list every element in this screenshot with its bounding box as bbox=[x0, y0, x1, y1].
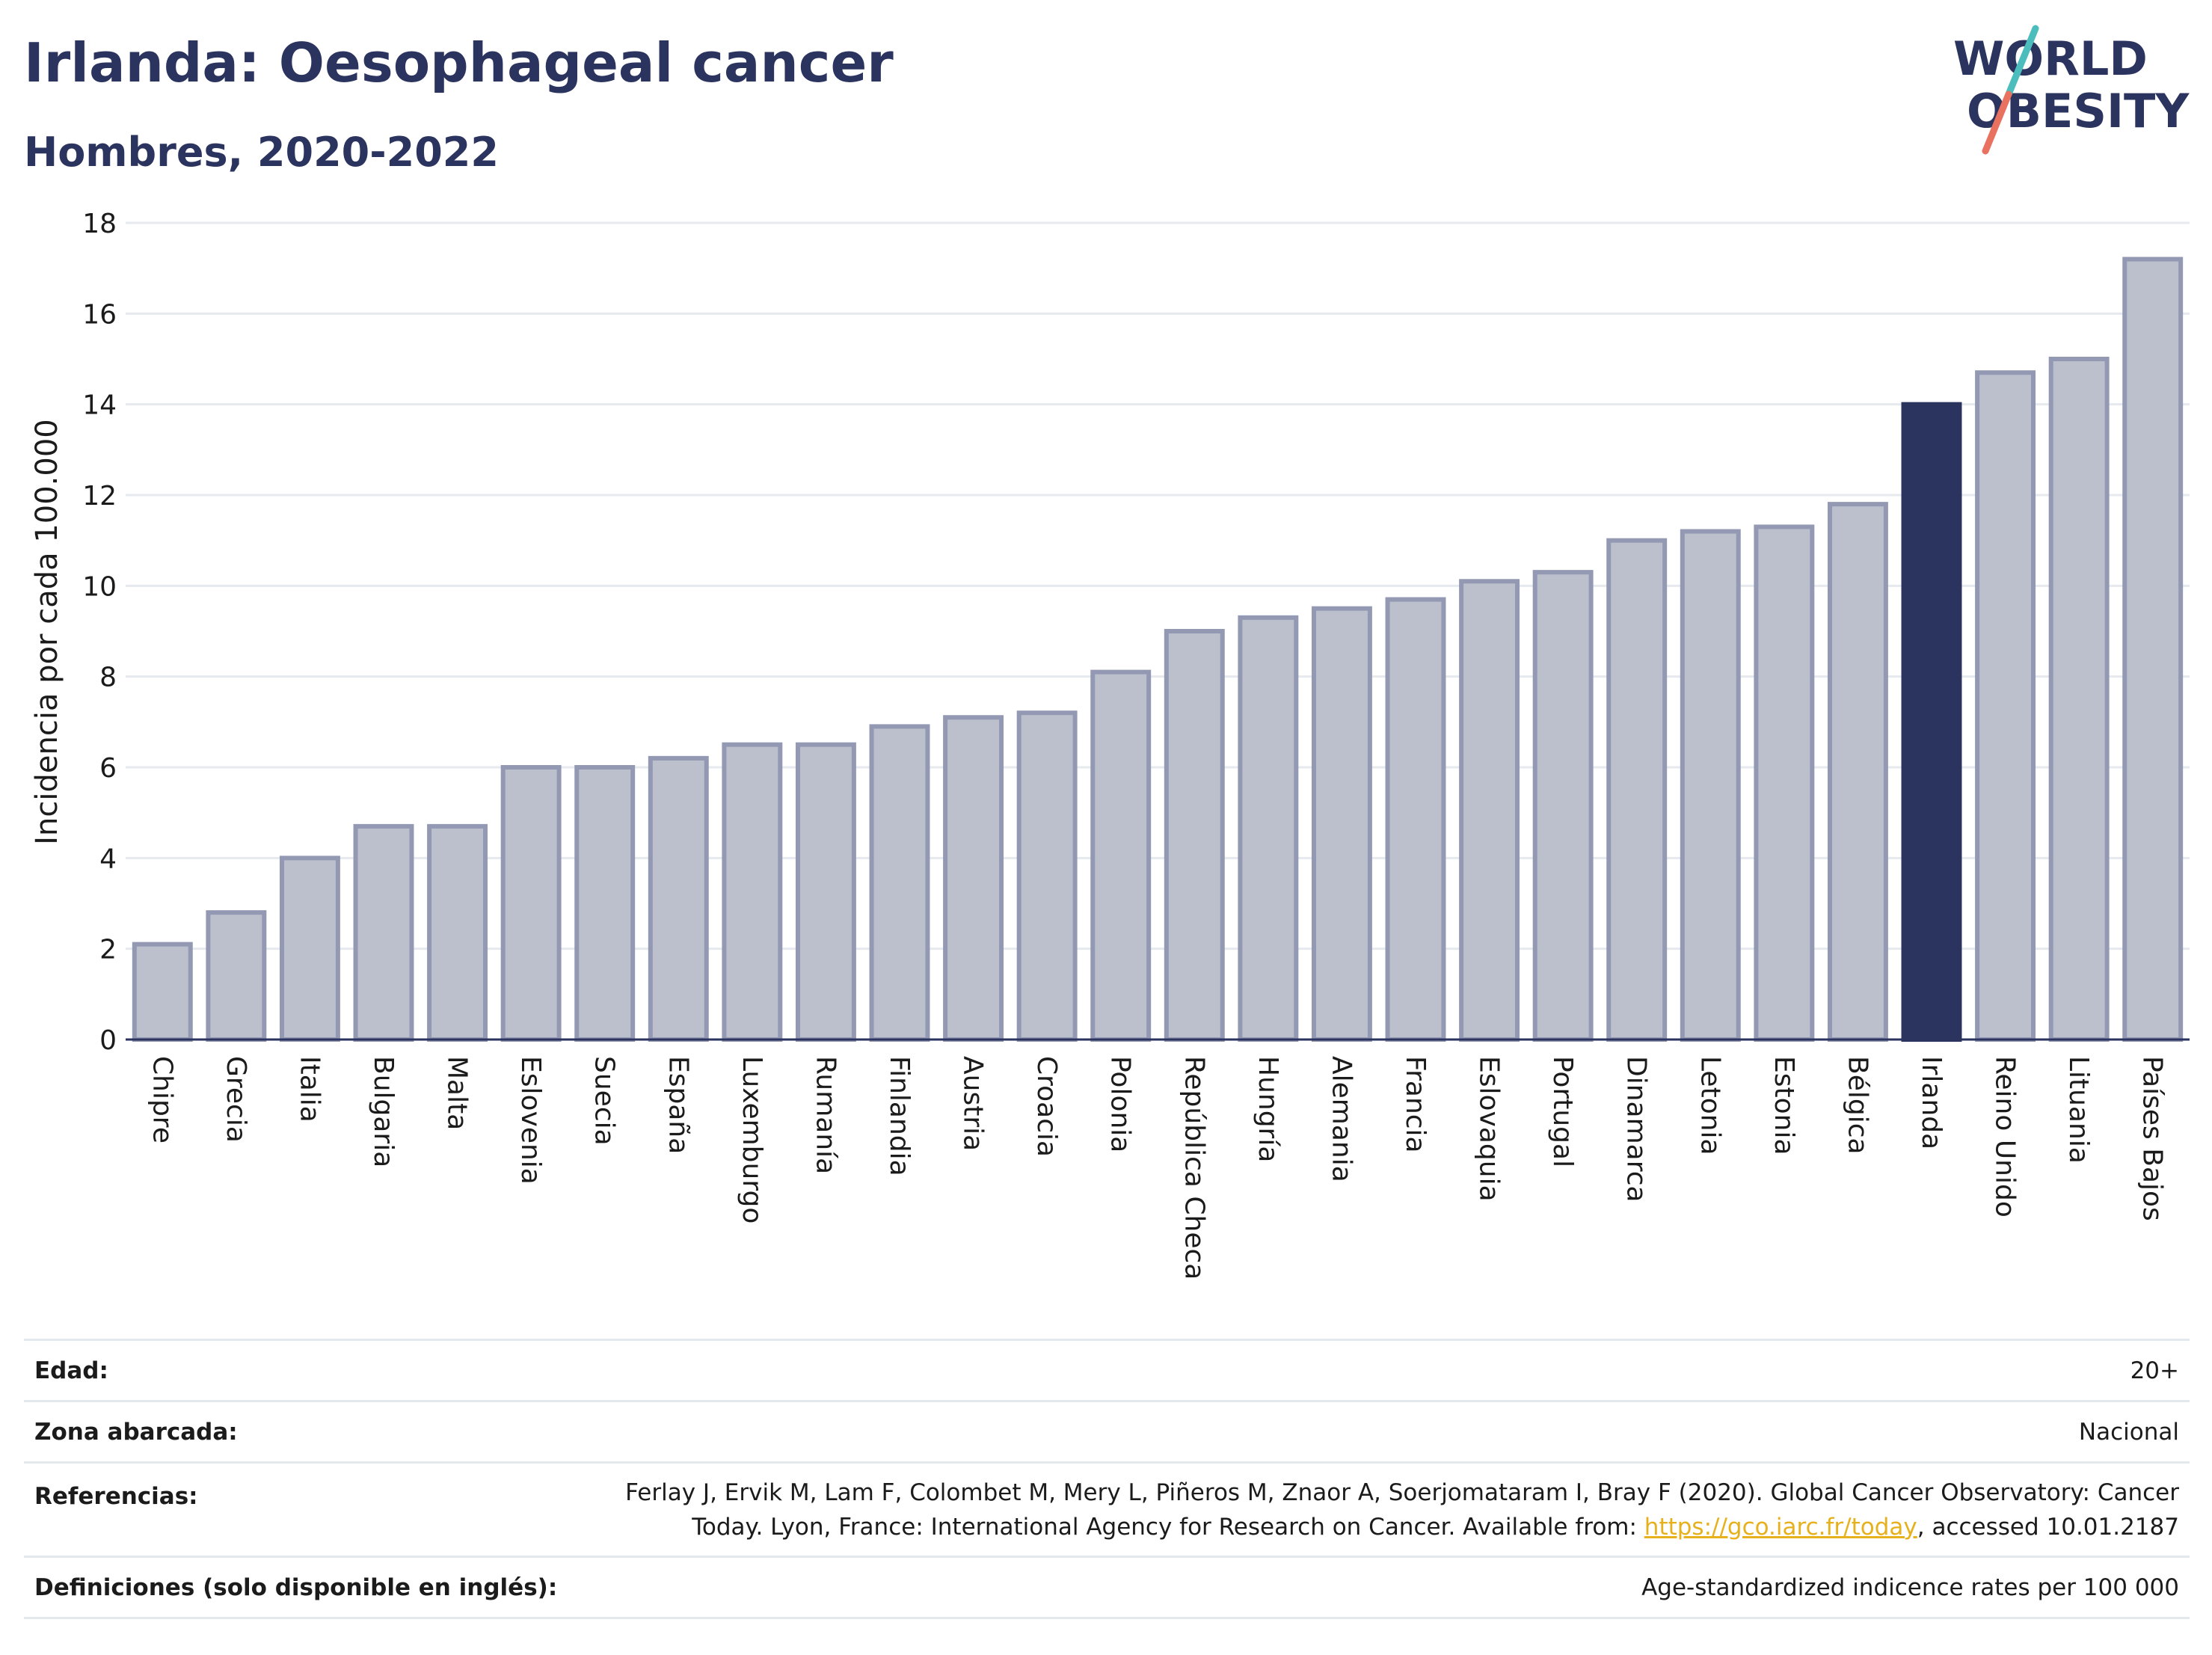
bar-malta bbox=[427, 823, 488, 1043]
x-tick-label: Malta bbox=[442, 1056, 473, 1130]
info-row-age: Edad: 20+ bbox=[24, 1339, 2190, 1401]
info-row-definitions: Definiciones (solo disponible en inglés)… bbox=[24, 1556, 2190, 1619]
x-tick-label: Suecia bbox=[589, 1056, 620, 1146]
x-tick-label: Bulgaria bbox=[368, 1056, 399, 1167]
references-label: Referencias: bbox=[24, 1461, 580, 1557]
x-tick-label: Finlandia bbox=[884, 1056, 915, 1176]
bar-república-checa bbox=[1164, 629, 1225, 1042]
bar-austria bbox=[943, 715, 1004, 1042]
y-tick-label: 2 bbox=[99, 935, 117, 965]
info-row-area: Zona abarcada: Nacional bbox=[24, 1400, 2190, 1463]
x-tick-label: Portugal bbox=[1547, 1056, 1578, 1167]
bar-chart: 0 2 4 6 8 10 12 14 16 18 Chipre Grecia Italia Bulgar… bbox=[30, 209, 2190, 1280]
bar-suecia bbox=[574, 765, 636, 1042]
area-label: Zona abarcada: bbox=[24, 1400, 580, 1463]
x-tick-label: Croacia bbox=[1031, 1056, 1062, 1157]
bar-irlanda bbox=[1901, 402, 1962, 1042]
bar-grecia bbox=[206, 910, 267, 1042]
references-link[interactable]: https://gco.iarc.fr/today bbox=[1644, 1513, 1917, 1541]
x-tick-label: Irlanda bbox=[1916, 1056, 1947, 1149]
x-tick-label: Chipre bbox=[147, 1056, 177, 1143]
logo-slash-teal bbox=[2005, 25, 2039, 98]
x-tick-label: España bbox=[663, 1056, 693, 1154]
bar-lituania bbox=[2048, 357, 2110, 1042]
bar-alemania bbox=[1311, 606, 1372, 1042]
x-tick-label: Bélgica bbox=[1842, 1056, 1872, 1155]
x-tick-label: República Checa bbox=[1179, 1056, 1209, 1280]
info-table: Edad: 20+ Zona abarcada: Nacional Refere… bbox=[24, 1339, 2190, 1619]
y-tick-label: 12 bbox=[82, 481, 117, 512]
bar-italia bbox=[279, 856, 340, 1043]
x-tick-label: Países Bajos bbox=[2137, 1056, 2168, 1221]
references-text-3: , accessed 10.01.2187 bbox=[1917, 1513, 2179, 1541]
world-obesity-logo: WORLD OBESITY bbox=[1953, 25, 2190, 155]
x-tick-label: Austria bbox=[958, 1056, 989, 1151]
references-value: Ferlay J, Ervik M, Lam F, Colombet M, Me… bbox=[580, 1461, 2190, 1557]
y-tick-label: 18 bbox=[82, 209, 117, 239]
x-tick-label: Francia bbox=[1400, 1056, 1431, 1153]
bar-portugal bbox=[1532, 570, 1594, 1042]
bar-dinamarca bbox=[1606, 538, 1668, 1042]
bar-españa bbox=[648, 755, 709, 1042]
x-tick-label: Rumanía bbox=[810, 1056, 841, 1174]
bar-luxemburgo bbox=[722, 742, 783, 1043]
bar-hungría bbox=[1238, 615, 1299, 1042]
references-text-1: Ferlay J, Ervik M, Lam F, Colombet M, Me… bbox=[625, 1479, 2179, 1506]
y-tick-label: 10 bbox=[82, 571, 117, 602]
bars bbox=[126, 257, 2190, 1043]
x-tick-label: Luxemburgo bbox=[737, 1056, 767, 1223]
bar-finlandia bbox=[869, 724, 930, 1043]
bar-bélgica bbox=[1827, 502, 1888, 1042]
y-axis-label: Incidencia por cada 100.000 bbox=[30, 419, 64, 845]
x-tick-label: Eslovenia bbox=[515, 1056, 546, 1185]
info-row-references: Referencias: Ferlay J, Ervik M, Lam F, C… bbox=[24, 1461, 2190, 1557]
x-tick-label: Italia bbox=[294, 1056, 325, 1123]
bar-croacia bbox=[1016, 710, 1078, 1042]
x-tick-labels: Chipre Grecia Italia Bulgaria Malta Eslovenia… bbox=[147, 1056, 2167, 1280]
bar-estonia bbox=[1754, 524, 1815, 1042]
x-tick-label: Hungría bbox=[1253, 1056, 1283, 1162]
x-tick-label: Lituania bbox=[2063, 1056, 2094, 1164]
y-tick-label: 0 bbox=[99, 1025, 117, 1056]
bar-eslovaquia bbox=[1459, 579, 1520, 1042]
x-tick-label: Polonia bbox=[1105, 1056, 1136, 1152]
definitions-label: Definiciones (solo disponible en inglés)… bbox=[24, 1556, 580, 1619]
logo-line1: WORLD bbox=[1953, 31, 2148, 86]
y-tick-label: 16 bbox=[82, 299, 117, 330]
y-tick-label: 4 bbox=[99, 844, 117, 874]
x-tick-label: Reino Unido bbox=[1990, 1056, 2021, 1218]
bar-francia bbox=[1385, 597, 1446, 1042]
x-tick-label: Eslovaquia bbox=[1474, 1056, 1505, 1202]
logo-slash-coral bbox=[1982, 90, 2012, 155]
x-tick-label: Estonia bbox=[1769, 1056, 1799, 1155]
y-tick-label: 14 bbox=[82, 390, 117, 421]
bar-chipre bbox=[132, 942, 193, 1042]
bar-países-bajos bbox=[2122, 257, 2184, 1042]
x-tick-label: Grecia bbox=[221, 1056, 251, 1143]
x-tick-label: Dinamarca bbox=[1621, 1056, 1652, 1203]
x-tick-label: Alemania bbox=[1326, 1056, 1357, 1182]
age-value: 20+ bbox=[580, 1339, 2190, 1401]
bar-rumanía bbox=[795, 742, 856, 1043]
references-text-2: Today. Lyon, France: International Agenc… bbox=[692, 1513, 1644, 1541]
area-value: Nacional bbox=[580, 1400, 2190, 1463]
bar-eslovenia bbox=[500, 765, 562, 1042]
y-tick-label: 8 bbox=[99, 663, 117, 693]
y-tick-label: 6 bbox=[99, 753, 117, 784]
page-subtitle: Hombres, 2020-2022 bbox=[24, 129, 499, 176]
x-tick-label: Letonia bbox=[1695, 1056, 1725, 1155]
bar-reino-unido bbox=[1975, 370, 2036, 1042]
age-label: Edad: bbox=[24, 1339, 580, 1401]
bar-letonia bbox=[1680, 529, 1741, 1042]
bar-bulgaria bbox=[353, 823, 414, 1043]
bar-polonia bbox=[1090, 669, 1152, 1042]
y-tick-labels: 0 2 4 6 8 10 12 14 16 18 bbox=[82, 209, 117, 1056]
definitions-value: Age-standardized indicence rates per 100… bbox=[580, 1556, 2190, 1619]
page-title: Irlanda: Oesophageal cancer bbox=[24, 31, 894, 94]
